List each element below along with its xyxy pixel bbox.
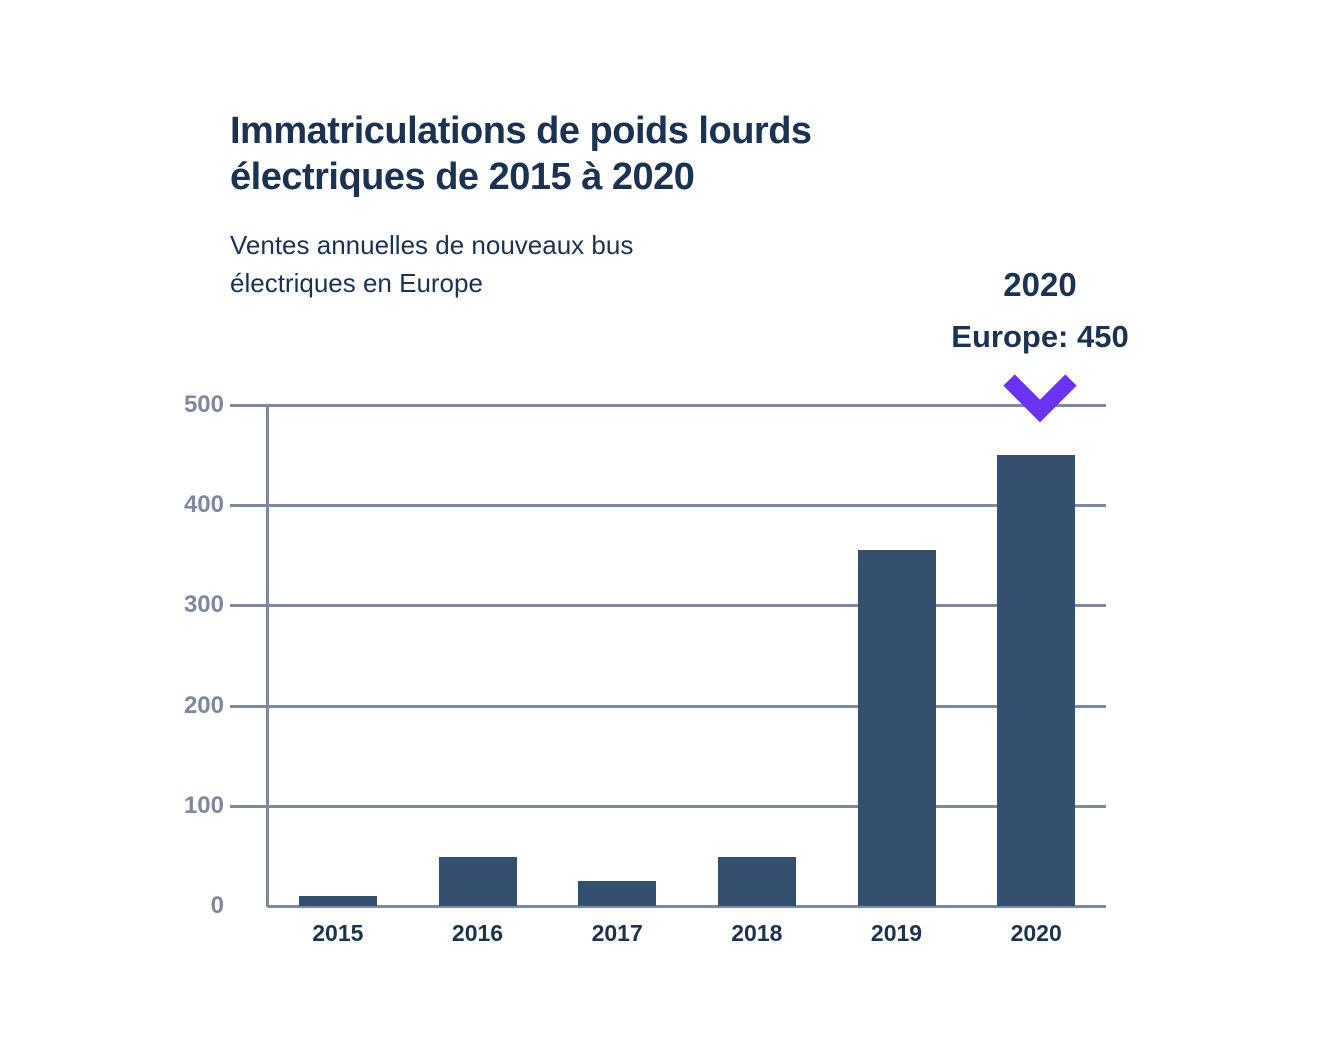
page-title: Immatriculations de poids lourds électri… bbox=[230, 110, 812, 198]
gridline-100 bbox=[230, 805, 1106, 808]
bar-2015 bbox=[298, 896, 377, 906]
y-axis-line bbox=[266, 405, 269, 907]
x-axis-label-2019: 2019 bbox=[870, 920, 923, 946]
gridline-500 bbox=[230, 404, 1106, 407]
bars-group: 2015 2016 2017 2018 2019 2020 bbox=[268, 405, 1106, 946]
gridline-0 bbox=[268, 905, 1106, 908]
x-axis-label-2015: 2015 bbox=[312, 920, 364, 946]
y-axis-label-500: 500 bbox=[183, 391, 224, 418]
x-axis-label-2018: 2018 bbox=[731, 920, 783, 946]
y-axis-label-100: 100 bbox=[183, 792, 224, 819]
y-axis-label-200: 200 bbox=[183, 692, 224, 719]
plot-area: 0 100 200 300 400 500 2015 2016 2017 2018 2019 2020 bbox=[184, 391, 1106, 946]
annotation-year: 2020 bbox=[1003, 266, 1077, 303]
bar-slot-2015: 2015 bbox=[268, 405, 408, 946]
callout-annotation: 2020 Europe: 450 bbox=[925, 266, 1155, 428]
bar-slot-2019: 2019 bbox=[827, 405, 967, 946]
x-axis-label-2020: 2020 bbox=[1010, 920, 1062, 946]
x-axis-label-2016: 2016 bbox=[451, 920, 504, 946]
bar-2016 bbox=[438, 857, 517, 906]
page-subtitle: Ventes annuelles de nouveaux bus électri… bbox=[230, 230, 634, 298]
y-axis-label-400: 400 bbox=[183, 491, 224, 518]
bar-2019 bbox=[857, 550, 936, 906]
bar-slot-2018: 2018 bbox=[687, 405, 827, 946]
gridline-300 bbox=[230, 604, 1106, 607]
chart-header: Immatriculations de poids lourds électri… bbox=[230, 108, 920, 302]
y-axis-label-0: 0 bbox=[210, 892, 224, 919]
bar-slot-2020: 2020 bbox=[966, 405, 1106, 946]
bar-2020 bbox=[997, 455, 1076, 906]
gridline-200 bbox=[230, 705, 1106, 708]
gridline-400 bbox=[230, 504, 1106, 507]
bar-2017 bbox=[578, 881, 657, 906]
bar-slot-2016: 2016 bbox=[408, 405, 548, 946]
annotation-value: Europe: 450 bbox=[951, 319, 1129, 354]
bar-2018 bbox=[717, 857, 796, 906]
chevron-down-icon bbox=[925, 373, 1155, 428]
x-axis-label-2017: 2017 bbox=[591, 920, 643, 946]
y-axis-label-300: 300 bbox=[183, 591, 224, 618]
bar-slot-2017: 2017 bbox=[547, 405, 687, 946]
